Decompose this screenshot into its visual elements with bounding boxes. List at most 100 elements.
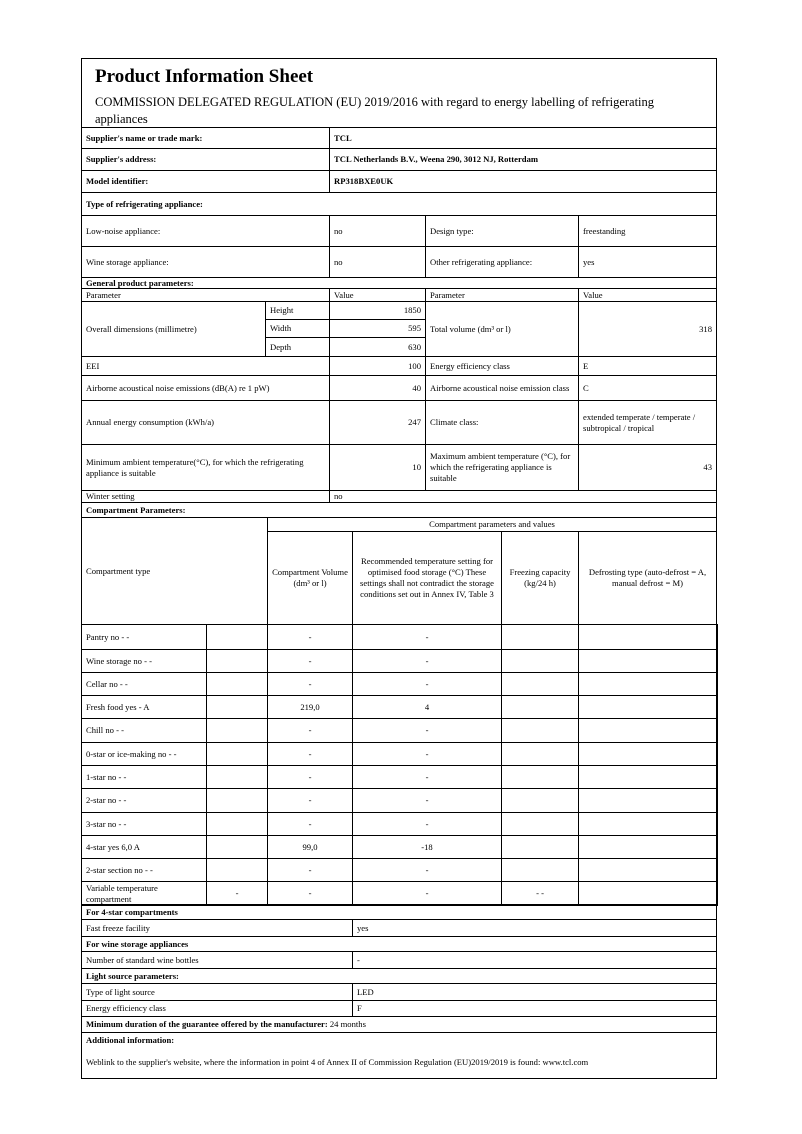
appliance-type-heading: Type of refrigerating appliance:	[81, 192, 717, 216]
compartment-type-text: Pantry no - -	[86, 631, 130, 642]
compartment-volume: -	[267, 858, 353, 882]
other-appliance-value-text: yes	[583, 256, 595, 267]
compartment-sub	[206, 858, 268, 882]
compartment-type: Cellar no - -	[81, 672, 207, 696]
height-label: Height	[265, 301, 330, 320]
wine-bottles-value: -	[352, 951, 717, 969]
four-star-heading-text: For 4-star compartments	[86, 906, 178, 917]
col-freezing-capacity-text: Freezing capacity (kg/24 h)	[509, 567, 571, 588]
general-params-heading-text: General product parameters:	[86, 277, 194, 288]
compartment-temp: -	[352, 624, 502, 650]
supplier-address-value: TCL Netherlands B.V., Weena 290, 3012 NJ…	[329, 148, 717, 171]
fast-freeze-label-text: Fast freeze facility	[86, 922, 150, 933]
other-appliance-value: yes	[578, 246, 717, 278]
compartment-type: 1-star no - -	[81, 765, 207, 789]
compartment-volume: -	[267, 718, 353, 743]
climate-class-label-text: Climate class:	[430, 417, 479, 427]
compartment-volume: -	[267, 742, 353, 766]
compartment-type: 3-star no - -	[81, 812, 207, 836]
compartment-temp: -	[352, 881, 502, 906]
compartment-sub	[206, 765, 268, 789]
col-recommended-temp-text: Recommended temperature setting for opti…	[360, 556, 494, 599]
compartment-volume: -	[267, 812, 353, 836]
eei-label: EEI	[81, 356, 330, 376]
energy-class-label: Energy efficiency class	[425, 356, 579, 376]
dimensions-label-text: Overall dimensions (millimetre)	[86, 323, 197, 334]
compartment-freezing	[501, 672, 579, 696]
additional-heading: Additional information:	[86, 1035, 175, 1045]
guarantee-value: 24 months	[329, 1019, 366, 1029]
height-value: 1850	[329, 301, 426, 320]
col-compartment-type: Compartment type	[81, 517, 268, 625]
light-type-value: LED	[352, 983, 717, 1001]
total-volume-value: 318	[578, 301, 717, 357]
energy-class-label-text: Energy efficiency class	[430, 360, 510, 371]
compartment-volume-text: -	[308, 655, 312, 666]
compartment-type: Pantry no - -	[81, 624, 207, 650]
compartment-volume: -	[267, 788, 353, 813]
energy-class-value: E	[578, 356, 717, 376]
compartment-sub	[206, 788, 268, 813]
compartment-temp: 4	[352, 695, 502, 719]
compartment-temp-text: -	[425, 771, 429, 782]
depth-label: Depth	[265, 337, 330, 357]
depth-value-text: 630	[408, 341, 421, 352]
height-label-text: Height	[270, 305, 294, 315]
compartment-temp: -	[352, 672, 502, 696]
low-noise-label: Low-noise appliance:	[81, 215, 330, 247]
min-temp-value: 10	[329, 444, 426, 491]
depth-value: 630	[329, 337, 426, 357]
other-appliance-label-text: Other refrigerating appliance:	[430, 256, 533, 267]
compartment-volume: 219,0	[267, 695, 353, 719]
winter-setting-value-text: no	[334, 491, 343, 501]
compartment-volume-text: -	[308, 888, 312, 898]
dimensions-label: Overall dimensions (millimetre)	[81, 301, 266, 357]
compartment-freezing	[501, 765, 579, 789]
col-recommended-temp: Recommended temperature setting for opti…	[352, 531, 502, 625]
compartment-temp-text: -	[425, 655, 429, 666]
light-class-label: Energy efficiency class	[81, 1000, 353, 1017]
compartment-type-text: 2-star section no - -	[86, 864, 153, 875]
compartment-freezing	[501, 718, 579, 743]
col-defrosting-type-text: Defrosting type (auto-defrost = A, manua…	[588, 567, 707, 588]
compartment-temp: -18	[352, 835, 502, 859]
col-value: Value	[329, 288, 426, 302]
compartment-type-text: Wine storage no - -	[86, 655, 152, 666]
wine-storage-value-text: no	[334, 256, 343, 267]
low-noise-label-text: Low-noise appliance:	[86, 225, 161, 236]
noise-label: Airborne acoustical noise emissions (dB(…	[81, 375, 330, 401]
supplier-address-value-text: TCL Netherlands B.V., Weena 290, 3012 NJ…	[334, 154, 539, 164]
compartment-temp: -	[352, 812, 502, 836]
noise-label-text: Airborne acoustical noise emissions (dB(…	[86, 382, 270, 393]
col-parameter-2-text: Parameter	[430, 289, 465, 300]
compartment-type-text: 1-star no - -	[86, 771, 127, 782]
col-value-text: Value	[334, 289, 354, 300]
compartment-volume-text: 219,0	[300, 701, 320, 712]
compartment-temp: -	[352, 649, 502, 673]
supplier-address-label: Supplier's address:	[81, 148, 330, 171]
noise-class-label-text: Airborne acoustical noise emission class	[430, 382, 570, 393]
col-compartment-group-text: Compartment parameters and values	[429, 519, 555, 529]
supplier-name-value-text: TCL	[334, 132, 352, 143]
compartment-defrost	[578, 624, 718, 650]
compartment-sub	[206, 624, 268, 650]
compartment-sub	[206, 835, 268, 859]
compartment-type-text: 4-star yes 6,0 A	[86, 841, 140, 852]
model-identifier-label: Model identifier:	[81, 170, 330, 193]
col-freezing-capacity: Freezing capacity (kg/24 h)	[501, 531, 579, 625]
compartment-volume-text: -	[308, 631, 312, 642]
max-temp-value: 43	[578, 444, 717, 491]
compartment-type: Fresh food yes - A	[81, 695, 207, 719]
eei-value-text: 100	[408, 360, 421, 371]
compartment-type: Wine storage no - -	[81, 649, 207, 673]
compartment-freezing	[501, 649, 579, 673]
annual-energy-label: Annual energy consumption (kWh/a)	[81, 400, 330, 445]
supplier-address-label-text: Supplier's address:	[86, 154, 157, 164]
compartment-freezing	[501, 742, 579, 766]
total-volume-label: Total volume (dm³ or l)	[425, 301, 579, 357]
compartment-type-text: Variable temperature compartment	[86, 882, 158, 904]
compartment-freezing	[501, 695, 579, 719]
other-appliance-label: Other refrigerating appliance:	[425, 246, 579, 278]
min-temp-label-text: Minimum ambient temperature(°C), for whi…	[86, 456, 304, 478]
